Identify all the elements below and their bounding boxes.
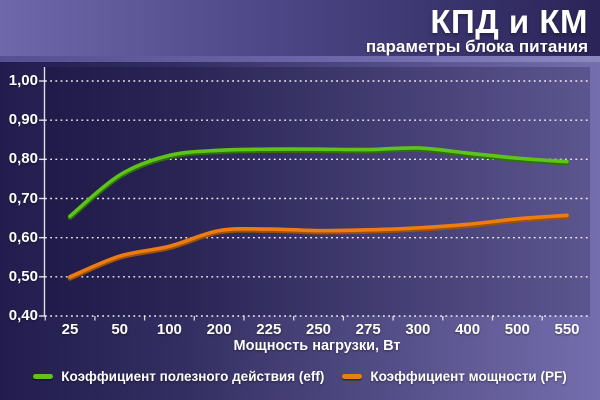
legend: Коэффициент полезного действия (eff) Коэ…	[0, 364, 600, 388]
pf-line	[68, 213, 569, 279]
page-subtitle: параметры блока питания	[365, 37, 588, 56]
pf-legend-label: Коэффициент мощности (PF)	[370, 368, 567, 384]
pf-legend-marker-icon	[342, 373, 363, 379]
eff-legend-marker-icon	[33, 373, 54, 379]
eff-line	[68, 146, 569, 218]
eff-legend-label: Коэффициент полезного действия (eff)	[61, 368, 325, 384]
header-separator	[0, 56, 600, 62]
plot-area	[44, 67, 590, 316]
legend-item-eff: Коэффициент полезного действия (eff)	[33, 369, 324, 384]
legend-item-pf: Коэффициент мощности (PF)	[342, 368, 567, 384]
page-title: КПД и КМ	[430, 3, 588, 40]
header-band: КПД и КМ параметры блока питания	[0, 0, 600, 56]
